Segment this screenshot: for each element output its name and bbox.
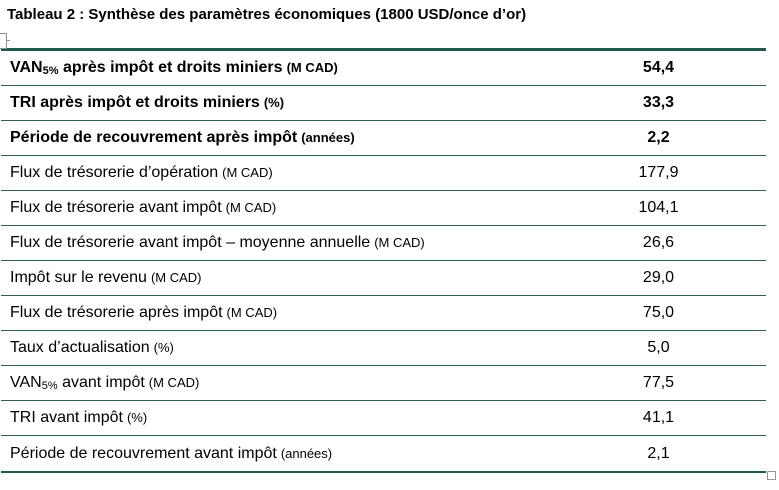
label-unit: (années) <box>301 130 355 145</box>
table-row: Flux de trésorerie d’opération (M CAD) 17… <box>1 156 766 191</box>
economic-parameters-table: VAN5% après impôt et droits miniers (M CA… <box>1 48 766 473</box>
table-row: TRI après impôt et droits miniers (%) 33,… <box>1 86 766 121</box>
label-text: Flux de trésorerie après impôt <box>10 304 223 321</box>
handle-tick <box>6 40 10 41</box>
label-text: Période de recouvrement après impôt <box>10 129 298 146</box>
row-label: Période de recouvrement après impôt (anné… <box>1 129 551 147</box>
label-unit: (M CAD) <box>150 270 202 285</box>
row-label: Taux d’actualisation (%) <box>1 339 551 357</box>
table-row: Période de recouvrement après impôt (anné… <box>1 121 766 156</box>
row-value: 54,4 <box>642 59 675 76</box>
table-resize-handle[interactable] <box>767 471 776 480</box>
table-row: Flux de trésorerie après impôt (M CAD) 75… <box>1 296 766 331</box>
row-value: 33,3 <box>642 94 675 111</box>
label-subscript: 5% <box>41 380 58 392</box>
table-row: TRI avant impôt (%) 41,1 <box>1 401 766 436</box>
row-label: Impôt sur le revenu (M CAD) <box>1 269 551 287</box>
label-text: Flux de trésorerie avant impôt – moyenne… <box>10 234 371 251</box>
label-unit: (%) <box>263 95 285 110</box>
row-label: TRI avant impôt (%) <box>1 409 551 427</box>
label-unit: (M CAD) <box>374 235 425 250</box>
table-row: Taux d’actualisation (%) 5,0 <box>1 331 766 366</box>
row-label: VAN5% après impôt et droits miniers (M CA… <box>1 59 551 77</box>
row-label: Flux de trésorerie d’opération (M CAD) <box>1 164 551 182</box>
row-label: TRI après impôt et droits miniers (%) <box>1 94 551 112</box>
label-text: après impôt et droits miniers <box>58 59 283 76</box>
row-label: Flux de trésorerie avant impôt (M CAD) <box>1 199 551 217</box>
label-unit: (M CAD) <box>226 305 278 320</box>
label-unit: (années) <box>280 445 333 461</box>
table-move-handle[interactable] <box>0 33 10 49</box>
table-row: Flux de trésorerie avant impôt – moyenne… <box>1 226 766 261</box>
table-row: VAN5% avant impôt (M CAD) 77,5 <box>1 366 766 401</box>
label-unit: (M CAD) <box>225 200 277 215</box>
row-label: Période de recouvrement avant impôt (anné… <box>1 445 551 463</box>
label-text: TRI avant impôt <box>10 409 123 426</box>
table-row: VAN5% après impôt et droits miniers (M CA… <box>1 51 766 86</box>
row-value: 77,5 <box>642 374 675 391</box>
label-text: Taux d’actualisation <box>10 339 150 356</box>
label-unit: (%) <box>126 410 148 425</box>
row-label: Flux de trésorerie après impôt (M CAD) <box>1 304 551 322</box>
table-caption: Tableau 2 : Synthèse des paramètres écon… <box>7 6 527 23</box>
row-label: Flux de trésorerie avant impôt – moyenne… <box>1 234 551 252</box>
row-value: 2,1 <box>647 444 670 462</box>
label-unit: (M CAD) <box>148 375 200 390</box>
row-value: 29,0 <box>642 269 675 286</box>
row-value: 26,6 <box>642 234 675 251</box>
row-value: 5,0 <box>647 339 670 356</box>
label-subscript: 5% <box>42 65 59 77</box>
label-unit: (%) <box>153 340 174 355</box>
table-row: Période de recouvrement avant impôt (anné… <box>1 436 766 471</box>
row-value: 41,1 <box>642 409 675 426</box>
row-value: 2,2 <box>647 129 670 146</box>
label-text: VAN <box>10 59 43 76</box>
label-text: VAN <box>10 374 42 391</box>
label-text: Impôt sur le revenu <box>10 269 147 286</box>
label-text: Période de recouvrement avant impôt <box>10 444 277 462</box>
label-text: TRI après impôt et droits miniers <box>10 94 260 111</box>
row-value: 75,0 <box>642 304 675 321</box>
row-label: VAN5% avant impôt (M CAD) <box>1 374 551 392</box>
table-row: Flux de trésorerie avant impôt (M CAD) 10… <box>1 191 766 226</box>
table-row: Impôt sur le revenu (M CAD) 29,0 <box>1 261 766 296</box>
row-value: 177,9 <box>638 164 679 181</box>
label-text: Flux de trésorerie avant impôt <box>10 199 222 216</box>
row-value: 104,1 <box>638 199 679 216</box>
label-text: Flux de trésorerie d’opération <box>10 164 219 181</box>
label-unit: (M CAD) <box>286 60 338 75</box>
label-text: avant impôt <box>57 374 145 391</box>
label-unit: (M CAD) <box>222 165 273 180</box>
